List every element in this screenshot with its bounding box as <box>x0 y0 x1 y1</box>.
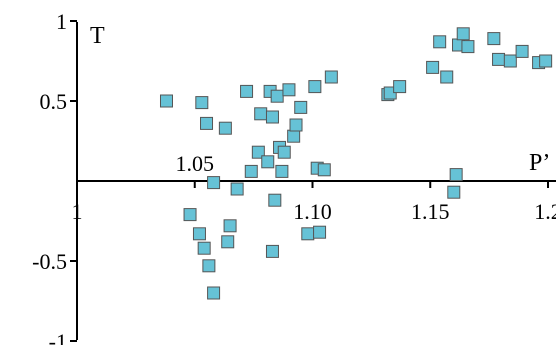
data-point <box>277 145 291 159</box>
y-tick-label: -0.5 <box>32 249 67 274</box>
data-points <box>159 27 553 300</box>
y-tick-label: 0.5 <box>40 89 68 114</box>
tick-labels: 1 0.5 -0.5 -1 1 1.05 1.10 1.15 1.2 <box>32 9 556 345</box>
data-point <box>539 54 553 68</box>
data-point <box>200 116 214 130</box>
data-point <box>207 286 221 300</box>
data-point <box>503 54 517 68</box>
y-axis-title: T <box>90 23 105 49</box>
data-point <box>218 121 232 135</box>
data-point <box>275 164 289 178</box>
data-point <box>192 227 206 241</box>
data-point <box>195 96 209 110</box>
data-point <box>230 182 244 196</box>
x-tick-label: 1.10 <box>293 199 332 224</box>
data-point <box>240 84 254 98</box>
data-point <box>317 163 331 177</box>
y-tick-label: 1 <box>56 9 67 34</box>
data-point <box>183 208 197 222</box>
data-point <box>254 107 268 121</box>
x-tick-label: 1 <box>72 199 83 224</box>
data-point <box>324 70 338 84</box>
data-point <box>294 100 308 114</box>
data-point <box>449 168 463 182</box>
data-point <box>197 241 211 255</box>
x-tick-label: 1.15 <box>411 199 450 224</box>
data-point <box>426 60 440 74</box>
data-point <box>221 235 235 249</box>
data-point <box>487 32 501 46</box>
data-point <box>287 129 301 143</box>
x-axis-title: P’ <box>529 150 550 176</box>
data-point <box>289 118 303 132</box>
data-point <box>207 176 221 190</box>
data-point <box>440 70 454 84</box>
data-point <box>456 27 470 41</box>
data-point <box>515 44 529 58</box>
y-tick-label: -1 <box>49 329 67 345</box>
x-tick-label: 1.2 <box>534 199 556 224</box>
x-tick-label: 1.05 <box>176 151 215 176</box>
data-point <box>447 185 461 199</box>
data-point <box>268 193 282 207</box>
data-point <box>261 155 275 169</box>
data-point <box>393 80 407 94</box>
data-point <box>270 89 284 103</box>
data-point <box>308 80 322 94</box>
data-point <box>313 225 327 239</box>
data-point <box>433 35 447 49</box>
data-point <box>282 83 296 97</box>
data-point <box>461 40 475 54</box>
data-point <box>301 227 315 241</box>
data-point <box>492 52 506 66</box>
data-point <box>223 219 237 233</box>
axis-ticks <box>70 20 549 342</box>
data-point <box>244 164 258 178</box>
data-point <box>265 110 279 124</box>
data-point <box>202 259 216 273</box>
data-point <box>265 244 279 258</box>
data-point <box>159 94 173 108</box>
data-point <box>251 145 265 159</box>
